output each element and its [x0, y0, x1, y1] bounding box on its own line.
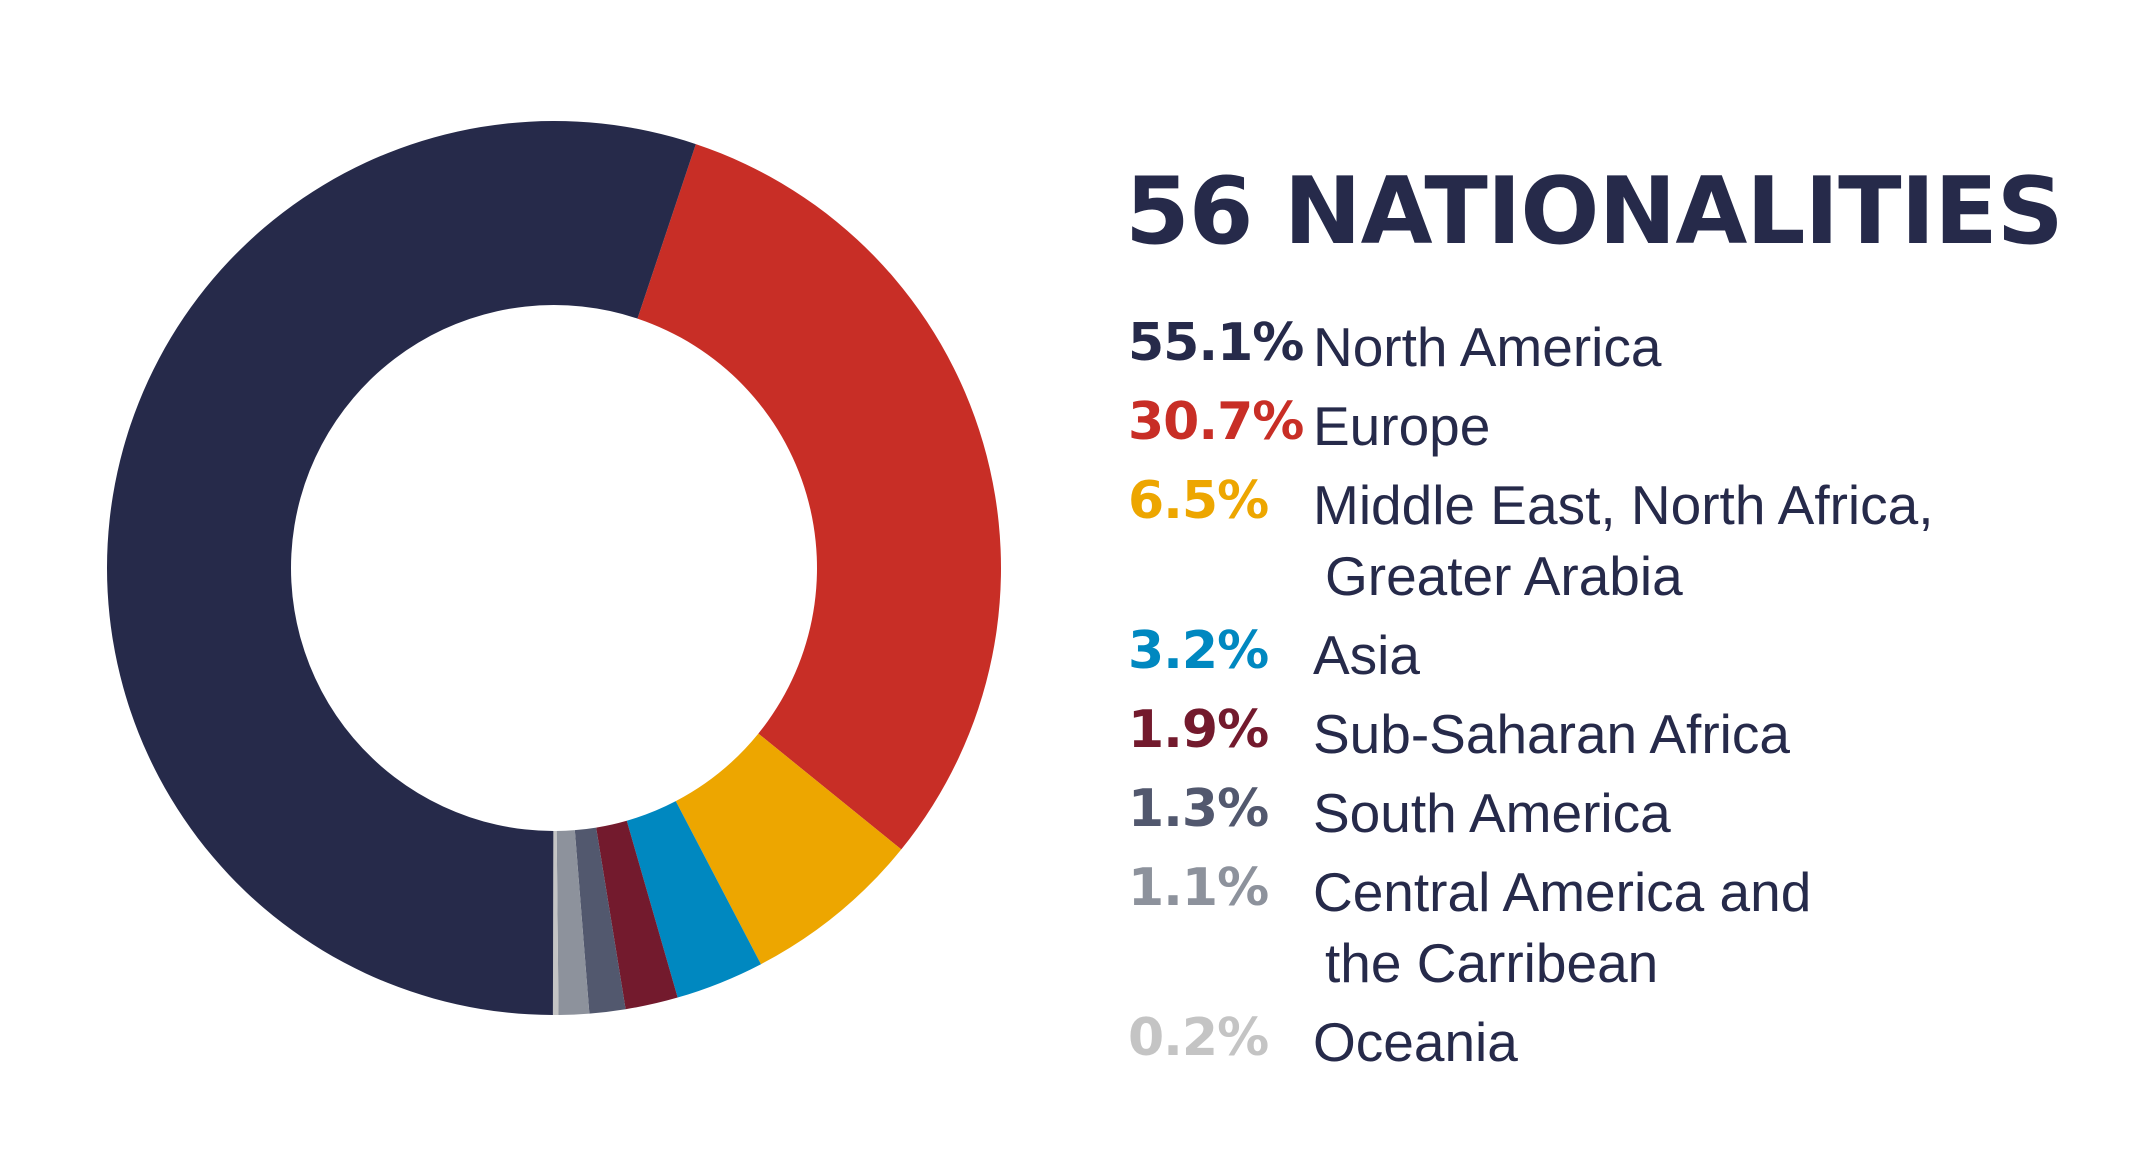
legend-percentage: 55.1%	[1128, 313, 1304, 373]
legend-percentage: 6.5%	[1128, 471, 1269, 531]
legend-label-line: Greater Arabia	[1325, 545, 1683, 607]
legend-label: Asia	[1313, 620, 1420, 691]
donut-slice-oceania	[552, 830, 559, 1015]
legend-label: Central America and the Carribean	[1313, 857, 1811, 999]
legend: 55.1% North America 30.7% Europe 6.5% Middle …	[1128, 312, 2088, 1086]
legend-item: 30.7% Europe	[1128, 391, 2088, 462]
legend-percentage: 0.2%	[1128, 1008, 1269, 1068]
legend-item: 0.2% Oceania	[1128, 1007, 2088, 1078]
legend-percentage: 1.1%	[1128, 858, 1269, 918]
legend-percentage: 1.3%	[1128, 779, 1269, 839]
donut-slice-asia	[626, 801, 761, 998]
legend-label-line: Oceania	[1313, 1011, 1518, 1073]
donut-slice-south-america	[574, 827, 626, 1014]
legend-label-line: South America	[1313, 782, 1671, 844]
chart-title: 56 NATIONALITIES	[1125, 157, 2064, 265]
legend-item: 55.1% North America	[1128, 312, 2088, 383]
legend-label: North America	[1313, 312, 1661, 383]
donut-slice-north-america	[106, 120, 696, 1015]
donut-chart	[106, 120, 1001, 1015]
legend-item: 3.2% Asia	[1128, 620, 2088, 691]
legend-label-line: Sub-Saharan Africa	[1313, 703, 1790, 765]
donut-slice-middle-east-north-africa	[675, 733, 902, 965]
legend-label: Sub-Saharan Africa	[1313, 699, 1790, 770]
legend-label-line: Middle East, North Africa,	[1313, 474, 1934, 536]
legend-label-line: Central America and	[1313, 861, 1812, 923]
legend-item: 1.9% Sub-Saharan Africa	[1128, 699, 2088, 770]
legend-label: South America	[1313, 778, 1671, 849]
legend-item: 6.5% Middle East, North Africa, Greater Ar…	[1128, 470, 2088, 612]
legend-label-line: North America	[1313, 316, 1662, 378]
legend-percentage: 1.9%	[1128, 700, 1269, 760]
legend-label-line: Asia	[1313, 624, 1420, 686]
legend-label: Oceania	[1313, 1007, 1518, 1078]
legend-label-line: Europe	[1313, 395, 1491, 457]
legend-percentage: 3.2%	[1128, 621, 1269, 681]
legend-item: 1.1% Central America and the Carribean	[1128, 857, 2088, 999]
legend-label: Europe	[1313, 391, 1490, 462]
donut-slice-europe	[637, 144, 1001, 850]
legend-label: Middle East, North Africa, Greater Arabia	[1313, 470, 1934, 612]
legend-item: 1.3% South America	[1128, 778, 2088, 849]
donut-slice-sub-saharan-africa	[596, 820, 678, 1010]
donut-slice-central-america-and	[556, 830, 590, 1015]
legend-label-line: the Carribean	[1325, 932, 1659, 994]
legend-percentage: 30.7%	[1128, 392, 1304, 452]
